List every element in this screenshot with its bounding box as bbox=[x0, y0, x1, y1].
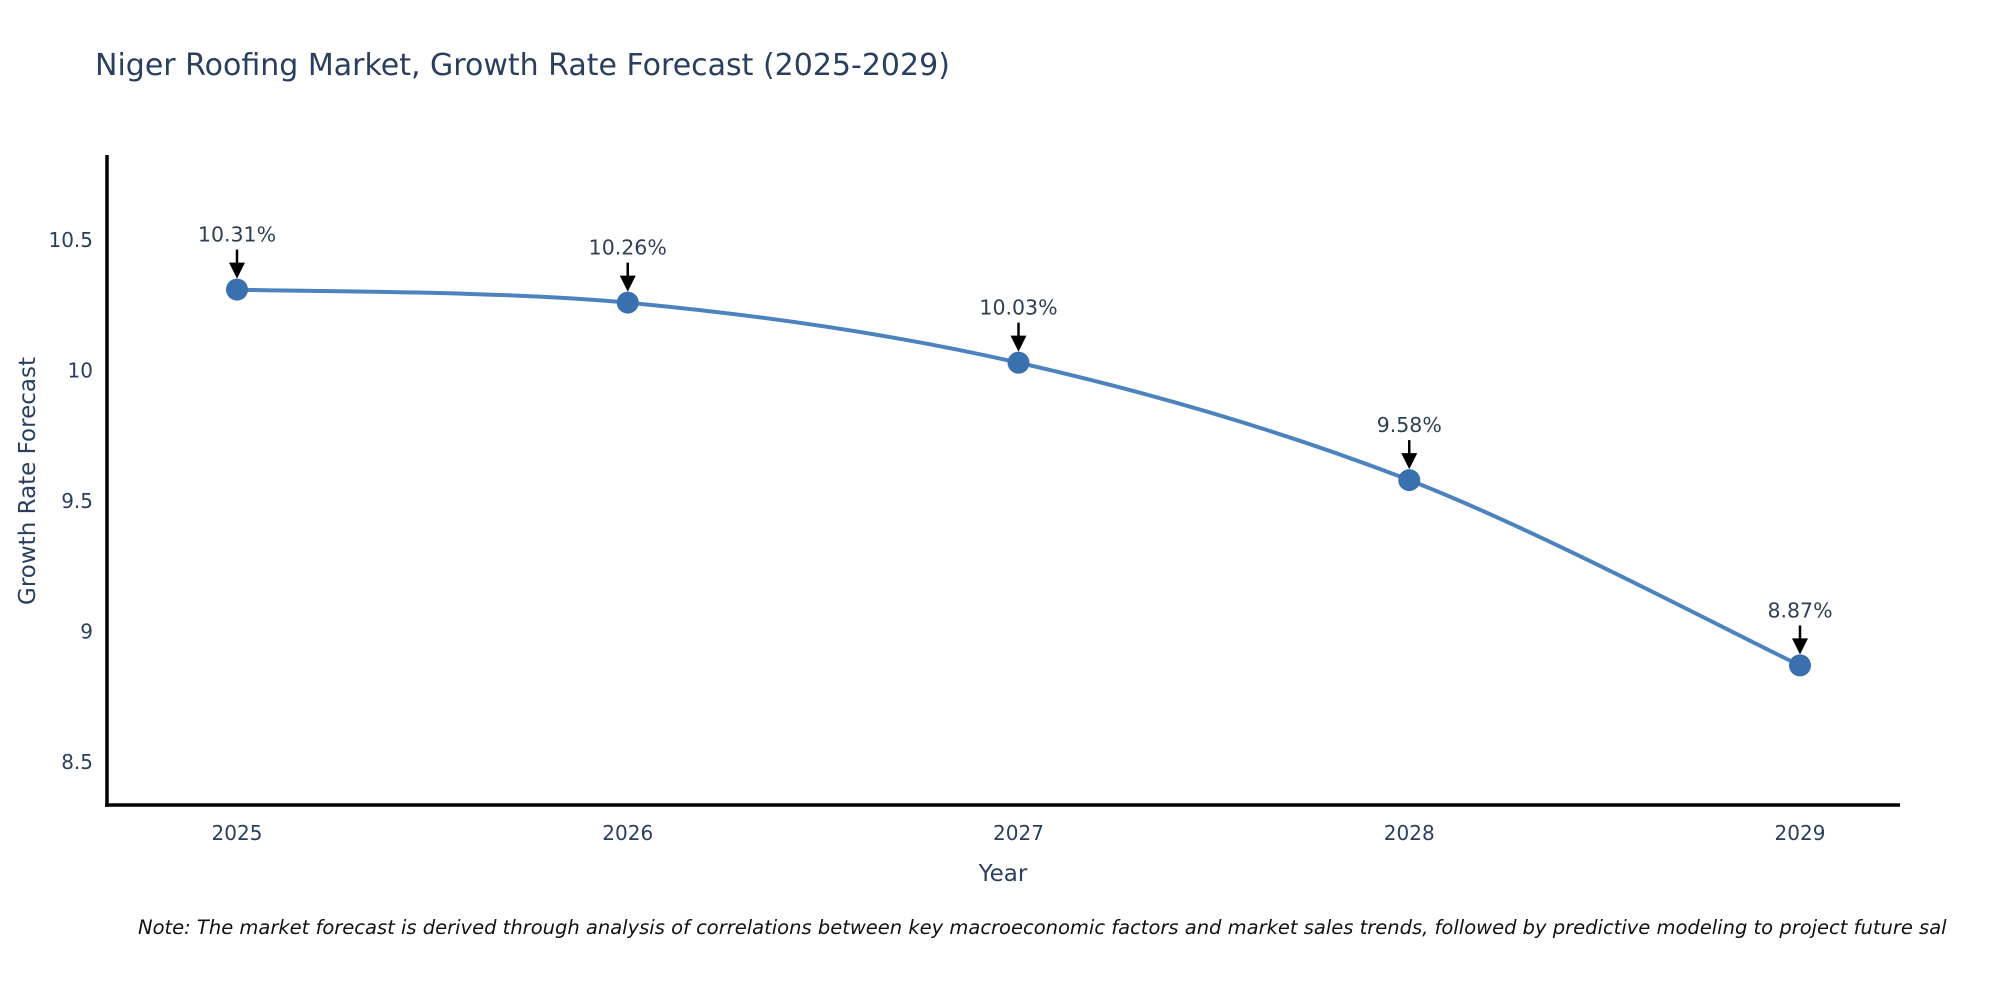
x-tick-label: 2027 bbox=[993, 821, 1044, 845]
footnote: Note: The market forecast is derived thr… bbox=[138, 916, 1947, 939]
y-axis-title: Growth Rate Forecast bbox=[15, 357, 41, 605]
data-point-marker bbox=[226, 278, 248, 301]
data-point-marker bbox=[1007, 351, 1030, 374]
y-tick-label: 10.5 bbox=[48, 228, 93, 252]
annotation-arrowhead-icon bbox=[619, 275, 636, 292]
annotation-arrowhead-icon bbox=[229, 262, 245, 279]
annotation-arrowhead-icon bbox=[1401, 453, 1418, 470]
data-point-label: 10.03% bbox=[979, 296, 1057, 320]
y-tick-label: 10 bbox=[68, 359, 93, 383]
x-tick-label: 2028 bbox=[1384, 821, 1435, 845]
data-point-marker bbox=[1398, 469, 1421, 492]
data-point-label: 8.87% bbox=[1767, 598, 1832, 622]
x-axis-title: Year bbox=[978, 861, 1028, 887]
data-point-label: 10.26% bbox=[589, 236, 667, 260]
x-tick-label: 2026 bbox=[602, 821, 653, 845]
data-point-label: 9.58% bbox=[1377, 413, 1442, 437]
x-tick-label: 2029 bbox=[1775, 821, 1826, 845]
annotation-arrowhead-icon bbox=[1010, 335, 1027, 352]
y-tick-label: 9.5 bbox=[61, 489, 93, 513]
data-point-marker bbox=[616, 291, 639, 314]
data-point-label: 10.31% bbox=[198, 223, 276, 247]
y-tick-label: 9 bbox=[80, 620, 93, 644]
annotation-arrowhead-icon bbox=[1792, 638, 1808, 655]
data-point-marker bbox=[1789, 654, 1811, 677]
chart-title: Niger Roofing Market, Growth Rate Foreca… bbox=[95, 48, 950, 83]
x-tick-label: 2025 bbox=[212, 821, 263, 845]
y-tick-label: 8.5 bbox=[61, 750, 93, 774]
